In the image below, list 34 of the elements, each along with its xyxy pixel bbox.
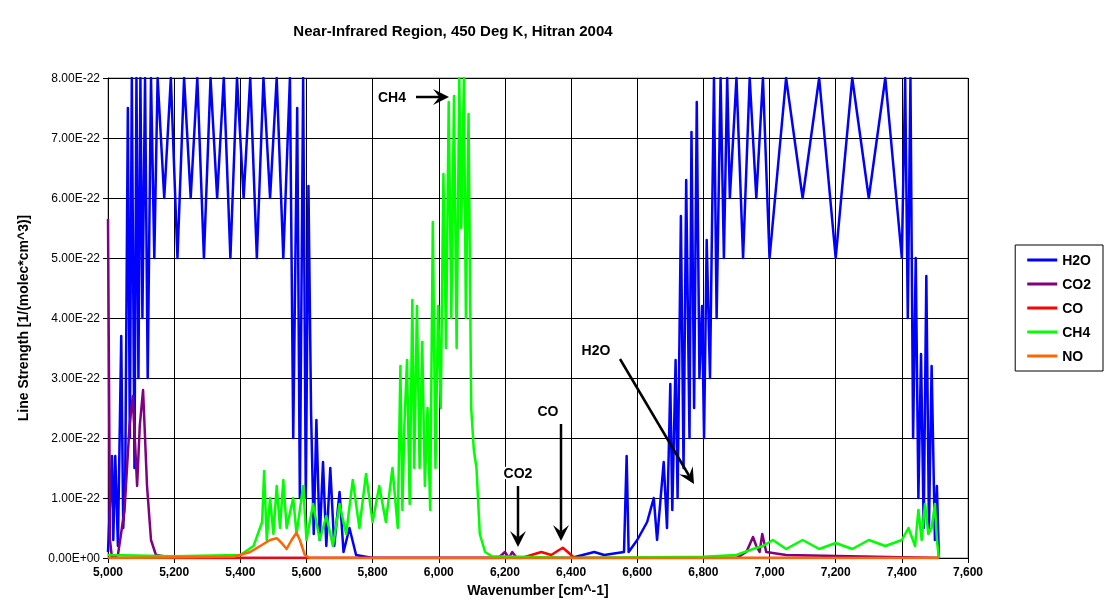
y-tick-label: 0.00E+00 <box>48 551 101 565</box>
y-axis-title: Line Strength [1/(molec*cm^3)] <box>15 214 31 422</box>
y-tick-label: 4.00E-22 <box>51 311 101 325</box>
legend-label: CO2 <box>1062 276 1092 292</box>
y-tick-label: 5.00E-22 <box>51 251 101 265</box>
legend-label: H2O <box>1062 252 1092 268</box>
x-axis-title: Wavenumber [cm^-1] <box>467 581 609 598</box>
chart-title: Near-Infrared Region, 450 Deg K, Hitran 2004 <box>293 22 614 39</box>
x-tick-label: 7,400 <box>886 565 918 579</box>
x-tick-label: 7,000 <box>754 565 785 579</box>
x-tick-label: 5,600 <box>291 565 322 579</box>
x-tick-label: 6,200 <box>489 565 521 579</box>
y-tick-label: 2.00E-22 <box>51 431 101 445</box>
x-tick-label: 5,800 <box>357 565 388 579</box>
y-tick-label: 1.00E-22 <box>51 491 101 505</box>
x-tick-label: 6,800 <box>688 565 719 579</box>
y-tick-label: 6.00E-22 <box>51 191 101 205</box>
x-tick-label: 7,600 <box>952 565 984 579</box>
legend-label: CO <box>1062 300 1084 316</box>
legend-label: NO <box>1062 348 1084 364</box>
legend-label: CH4 <box>1062 324 1091 340</box>
x-tick-label: 5,400 <box>225 565 256 579</box>
annotation: CH4 <box>377 89 407 105</box>
annotation: CO <box>537 403 559 419</box>
y-tick-label: 3.00E-22 <box>51 371 101 385</box>
x-tick-label: 6,600 <box>622 565 653 579</box>
x-tick-label: 5,200 <box>159 565 190 579</box>
y-tick-label: 7.00E-22 <box>51 131 101 145</box>
x-tick-label: 6,400 <box>556 565 587 579</box>
x-tick-label: 6,000 <box>423 565 455 579</box>
y-tick-label: 8.00E-22 <box>51 71 101 85</box>
x-tick-label: 5,000 <box>92 565 124 579</box>
annotation: H2O <box>581 342 611 358</box>
x-tick-label: 7,200 <box>820 565 852 579</box>
